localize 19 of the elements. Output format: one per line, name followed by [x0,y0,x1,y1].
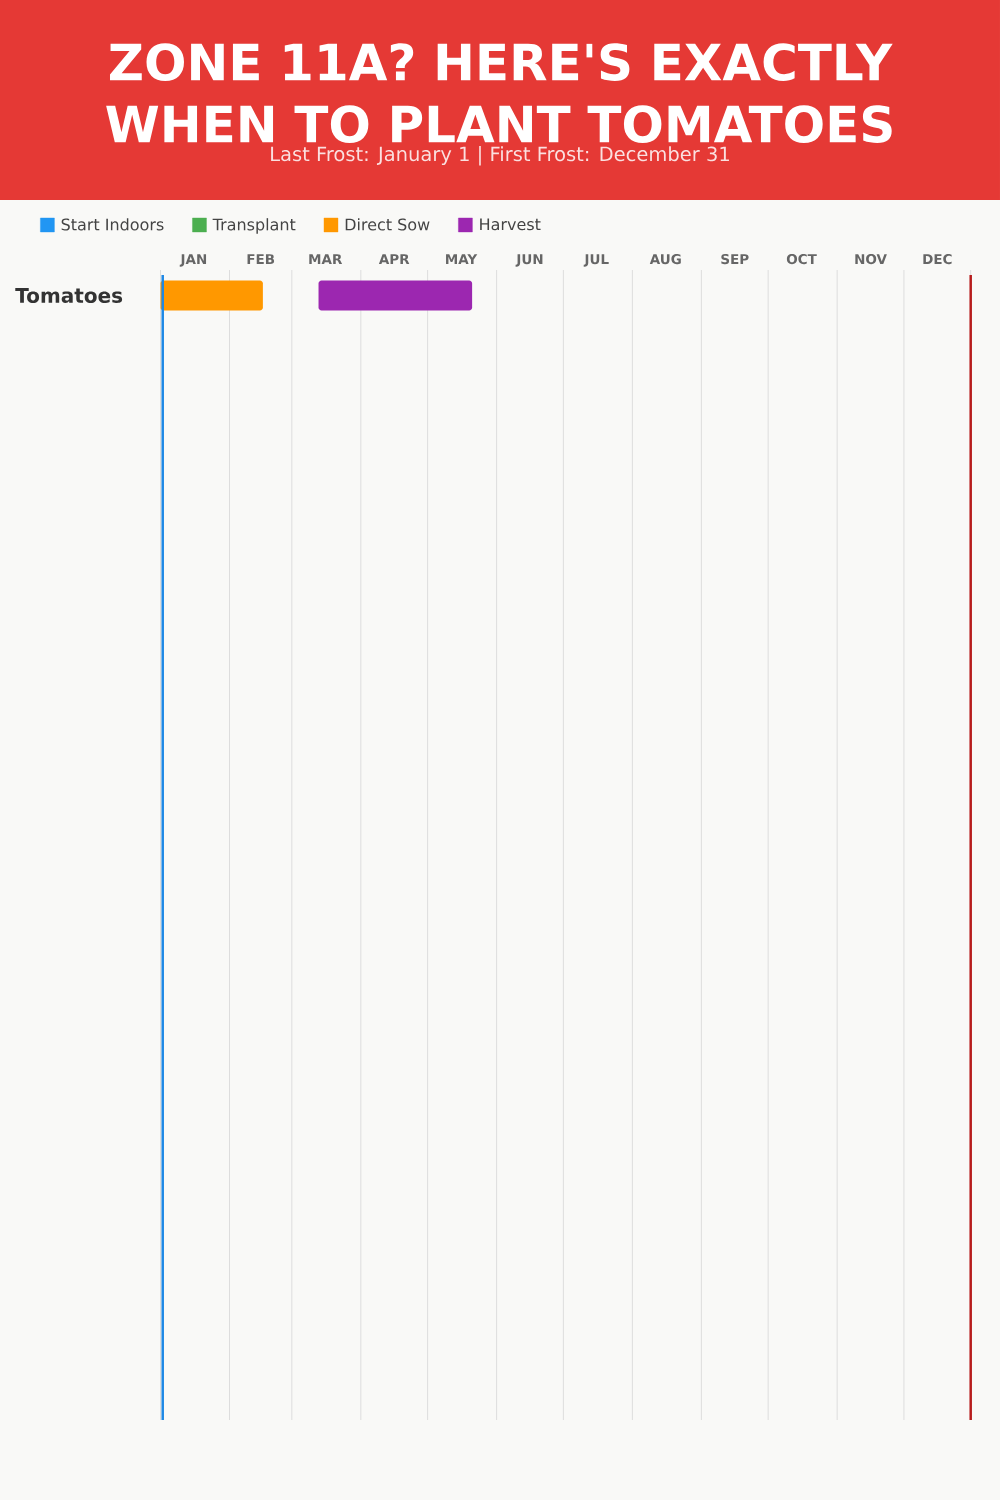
legend-label: Start Indoors [61,218,164,231]
chart-title: ZONE 11A? HERE'S EXACTLY WHEN TO PLANT TOMATOES [106,43,893,144]
x-tick-label: FEB [247,254,275,264]
x-tick-label: DEC [923,253,952,265]
x-tick-label: MAY [446,254,478,264]
chart-subtitle: Last Frost: January 1 | First Frost: December 31 [271,146,729,166]
x-tick-label: JUL [583,254,609,267]
x-tick-label: AUG [649,253,681,265]
x-tick-label: JAN [179,254,207,267]
x-tick-label: MAR [309,254,343,264]
x-tick-label: SEP [721,253,749,265]
x-tick-label: APR [378,254,410,264]
x-tick-label: JUN [515,254,543,267]
x-tick-label: NOV [855,253,887,265]
y-tick-label: Tomatoes [15,288,123,303]
legend-label: Direct Sow [345,218,430,231]
x-tick-label: OCT [786,253,817,265]
legend-label: Harvest [480,218,541,231]
legend-label: Transplant [212,218,296,234]
